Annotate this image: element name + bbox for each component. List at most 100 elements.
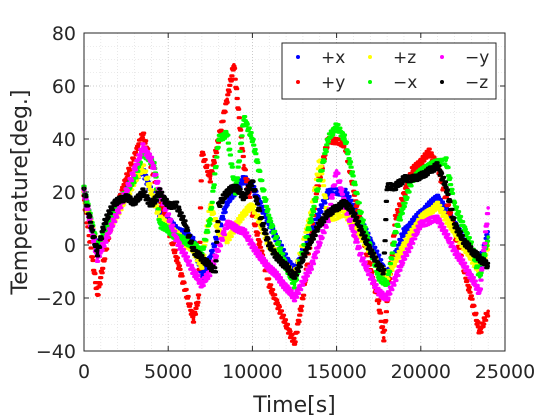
legend-label: +y xyxy=(321,73,345,93)
data-point xyxy=(157,222,162,226)
data-point xyxy=(90,256,95,261)
data-point xyxy=(381,269,386,274)
data-point xyxy=(385,296,389,300)
data-point xyxy=(191,317,196,322)
legend-marker xyxy=(296,80,300,84)
legend-marker xyxy=(368,80,372,84)
data-point xyxy=(95,293,100,298)
data-point xyxy=(149,158,154,162)
data-point xyxy=(267,282,272,287)
data-point xyxy=(477,275,482,279)
data-point xyxy=(343,137,347,141)
data-point xyxy=(216,137,221,141)
data-point xyxy=(208,264,213,269)
data-point xyxy=(242,211,246,215)
data-point xyxy=(250,137,255,141)
data-point xyxy=(376,275,381,279)
y-axis-label: Temperature[deg.] xyxy=(8,90,33,296)
data-point xyxy=(435,163,440,168)
data-point xyxy=(452,222,457,226)
data-point xyxy=(477,330,482,335)
legend-marker xyxy=(440,80,444,84)
data-point xyxy=(360,256,364,261)
data-point xyxy=(208,176,213,181)
data-point xyxy=(334,169,339,173)
data-point xyxy=(435,203,440,208)
data-point xyxy=(326,137,330,141)
data-point xyxy=(191,248,196,253)
data-point xyxy=(410,169,415,173)
legend-marker xyxy=(440,55,444,59)
data-point xyxy=(275,256,280,261)
data-point xyxy=(225,97,229,102)
data-point xyxy=(444,184,448,189)
data-point xyxy=(410,176,415,181)
x-tick-label: 5000 xyxy=(144,361,192,383)
data-point xyxy=(376,301,381,306)
data-point xyxy=(393,184,398,189)
data-point xyxy=(250,179,255,184)
data-point xyxy=(225,131,229,136)
data-point xyxy=(452,248,457,253)
x-axis-label: Time[s] xyxy=(252,393,335,418)
legend-label: −x xyxy=(393,73,417,93)
legend-marker xyxy=(368,55,372,59)
y-tick-label: 40 xyxy=(52,129,76,151)
data-point xyxy=(259,216,263,221)
data-point xyxy=(360,229,364,234)
data-point xyxy=(200,150,204,155)
data-point xyxy=(95,251,100,255)
data-point xyxy=(141,131,145,136)
legend-label: −y xyxy=(465,48,489,68)
data-point xyxy=(174,203,179,208)
data-point xyxy=(284,322,288,327)
legend-marker xyxy=(296,55,300,59)
legend-label: −z xyxy=(465,73,488,93)
data-point xyxy=(486,264,490,269)
data-point xyxy=(486,235,490,239)
data-point xyxy=(419,222,423,226)
data-point xyxy=(242,163,246,168)
data-point xyxy=(419,174,423,178)
data-point xyxy=(469,275,474,279)
data-point xyxy=(200,282,204,287)
legend-label: +x xyxy=(321,48,345,68)
data-point xyxy=(393,229,398,234)
data-point xyxy=(292,275,297,279)
legend: +x +y +z −x −y −z xyxy=(281,42,497,100)
data-point xyxy=(477,290,482,295)
data-point xyxy=(166,203,170,208)
data-point xyxy=(317,158,322,162)
data-point xyxy=(225,222,229,226)
data-point xyxy=(112,200,117,205)
data-point xyxy=(486,309,490,314)
data-point xyxy=(216,203,221,208)
data-point xyxy=(469,248,474,253)
data-point xyxy=(402,229,406,234)
data-point xyxy=(402,256,406,261)
data-point xyxy=(301,256,305,261)
x-tick-label: 20000 xyxy=(391,361,451,383)
data-point xyxy=(232,63,236,67)
data-point xyxy=(435,195,440,200)
data-point xyxy=(334,123,339,128)
y-tick-label: −20 xyxy=(36,288,76,310)
data-point xyxy=(326,211,330,215)
data-point xyxy=(461,237,465,242)
data-point xyxy=(376,290,381,295)
legend-box xyxy=(281,42,497,100)
data-point xyxy=(301,296,305,300)
data-point xyxy=(233,184,238,189)
data-point xyxy=(309,237,314,242)
data-point xyxy=(427,150,432,155)
data-point xyxy=(334,206,339,210)
data-point xyxy=(402,243,406,247)
x-tick-label: 15000 xyxy=(306,361,366,383)
y-tick-label: −40 xyxy=(36,341,76,363)
data-point xyxy=(124,190,128,194)
data-point xyxy=(486,206,490,210)
data-point xyxy=(284,264,288,269)
data-point xyxy=(267,216,272,221)
data-point xyxy=(200,264,204,269)
